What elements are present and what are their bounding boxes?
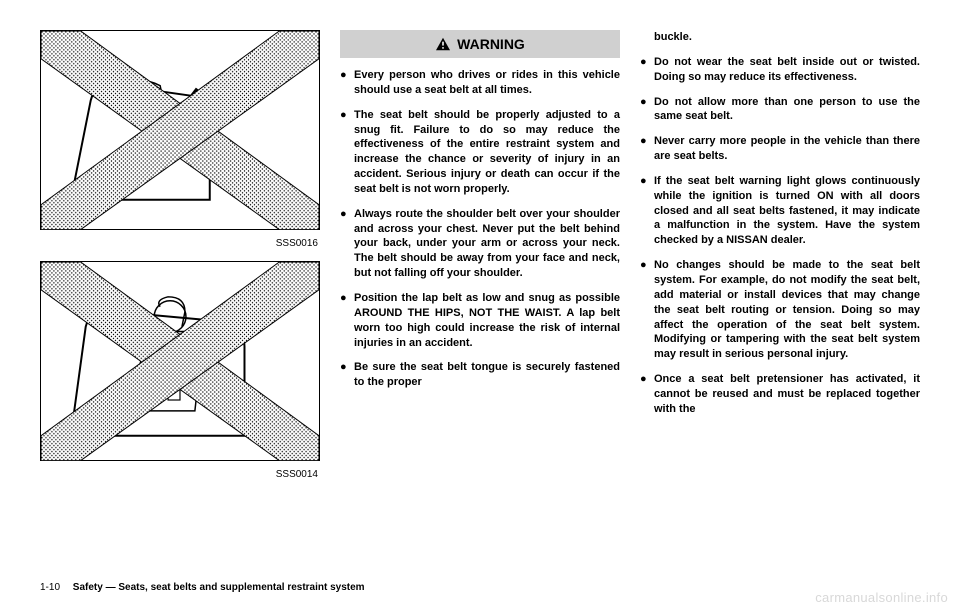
bullet-dot-icon: ● (340, 68, 354, 83)
list-item-text: Never carry more people in the vehicle t… (654, 134, 920, 164)
list-item: ●Do not wear the seat belt inside out or… (640, 55, 920, 85)
figures-column: SSS0016 (40, 30, 320, 560)
warning-list-2: ●Do not wear the seat belt inside out or… (640, 55, 920, 427)
list-item-text: No changes should be made to the seat be… (654, 258, 920, 362)
bullet-dot-icon: ● (640, 372, 654, 387)
list-item-text: Once a seat belt pretensioner has activa… (654, 372, 920, 417)
list-item: ●No changes should be made to the seat b… (640, 258, 920, 362)
bullet-dot-icon: ● (640, 174, 654, 189)
list-item-text: Do not wear the seat belt inside out or … (654, 55, 920, 85)
bullet-dot-icon: ● (640, 134, 654, 149)
warning-column-1: WARNING ●Every person who drives or ride… (340, 30, 620, 560)
list-item-text: Every person who drives or rides in this… (354, 68, 620, 98)
bullet-dot-icon: ● (640, 95, 654, 110)
warning-label: WARNING (457, 36, 525, 52)
list-item-text: Be sure the seat belt tongue is securely… (354, 360, 620, 390)
figure-2 (40, 261, 320, 461)
list-item: ●Be sure the seat belt tongue is securel… (340, 360, 620, 390)
list-item-text: If the seat belt warning light glows con… (654, 174, 920, 248)
warning-list-1: ●Every person who drives or rides in thi… (340, 68, 620, 400)
list-item: ●Never carry more people in the vehicle … (640, 134, 920, 164)
warning-column-2: buckle. ●Do not wear the seat belt insid… (640, 30, 920, 560)
bullet-dot-icon: ● (340, 360, 354, 375)
watermark: carmanualsonline.info (815, 590, 948, 605)
list-item: ●Always route the shoulder belt over you… (340, 207, 620, 281)
list-item: ●Once a seat belt pretensioner has activ… (640, 372, 920, 417)
warning-triangle-icon (435, 37, 451, 51)
figure-1 (40, 30, 320, 230)
list-item-text: Always route the shoulder belt over your… (354, 207, 620, 281)
bullet-dot-icon: ● (640, 258, 654, 273)
list-item: ●If the seat belt warning light glows co… (640, 174, 920, 248)
bullet-dot-icon: ● (640, 55, 654, 70)
seat-belt-wrong-illustration-1 (51, 41, 309, 220)
list-item-text: The seat belt should be properly adjuste… (354, 108, 620, 197)
continued-text: buckle. (640, 30, 920, 45)
bullet-dot-icon: ● (340, 108, 354, 123)
list-item-text: Do not allow more than one person to use… (654, 95, 920, 125)
list-item: ●Every person who drives or rides in thi… (340, 68, 620, 98)
warning-header: WARNING (340, 30, 620, 58)
section-title: Safety — Seats, seat belts and supplemen… (73, 582, 365, 593)
page-number: 1-10 (40, 582, 60, 593)
page-footer: 1-10 Safety — Seats, seat belts and supp… (40, 582, 365, 593)
bullet-dot-icon: ● (340, 207, 354, 222)
list-item: ●The seat belt should be properly adjust… (340, 108, 620, 197)
figure-2-caption: SSS0014 (40, 469, 320, 480)
figure-1-caption: SSS0016 (40, 238, 320, 249)
list-item-text: Position the lap belt as low and snug as… (354, 291, 620, 350)
bullet-dot-icon: ● (340, 291, 354, 306)
page-content: SSS0016 (40, 30, 920, 560)
list-item: ●Position the lap belt as low and snug a… (340, 291, 620, 350)
list-item: ●Do not allow more than one person to us… (640, 95, 920, 125)
seat-belt-wrong-illustration-2 (51, 272, 309, 451)
